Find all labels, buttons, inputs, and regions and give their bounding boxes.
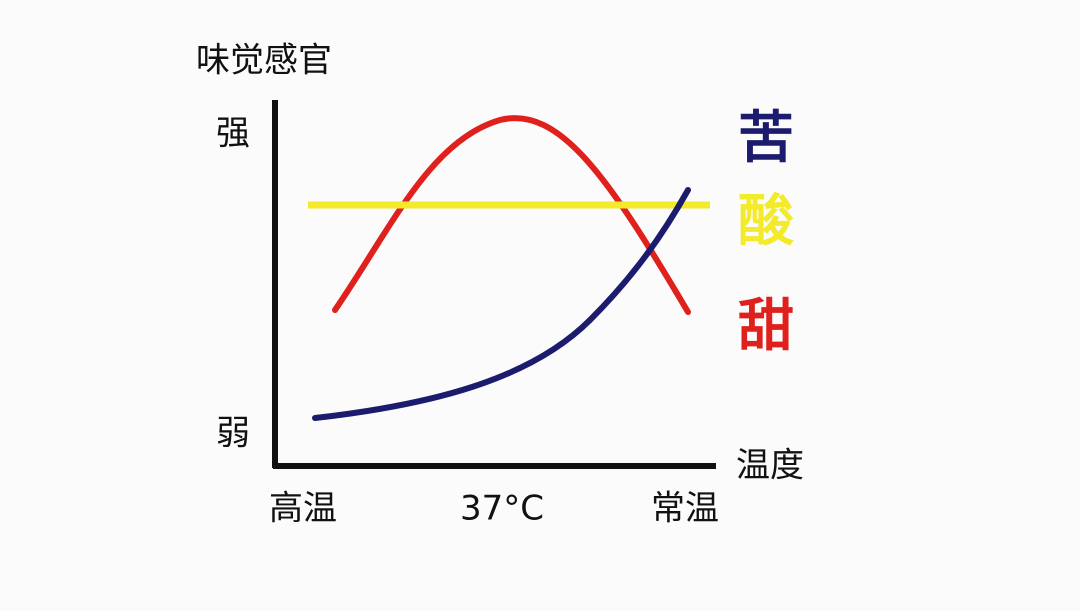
legend-label: 酸	[738, 189, 795, 254]
bitter-curve	[312, 187, 691, 421]
x-label: 高温	[269, 489, 337, 529]
y-high-label: 强	[216, 114, 250, 154]
y-low-label: 弱	[216, 414, 250, 454]
legend-label: 苦	[738, 106, 794, 171]
y-axis-title: 味觉感官	[196, 41, 332, 81]
x-axis-title: 温度	[736, 446, 804, 486]
x-label: 37°C	[460, 489, 544, 529]
legend-label: 甜	[738, 294, 794, 359]
x-label: 常温	[651, 489, 719, 529]
